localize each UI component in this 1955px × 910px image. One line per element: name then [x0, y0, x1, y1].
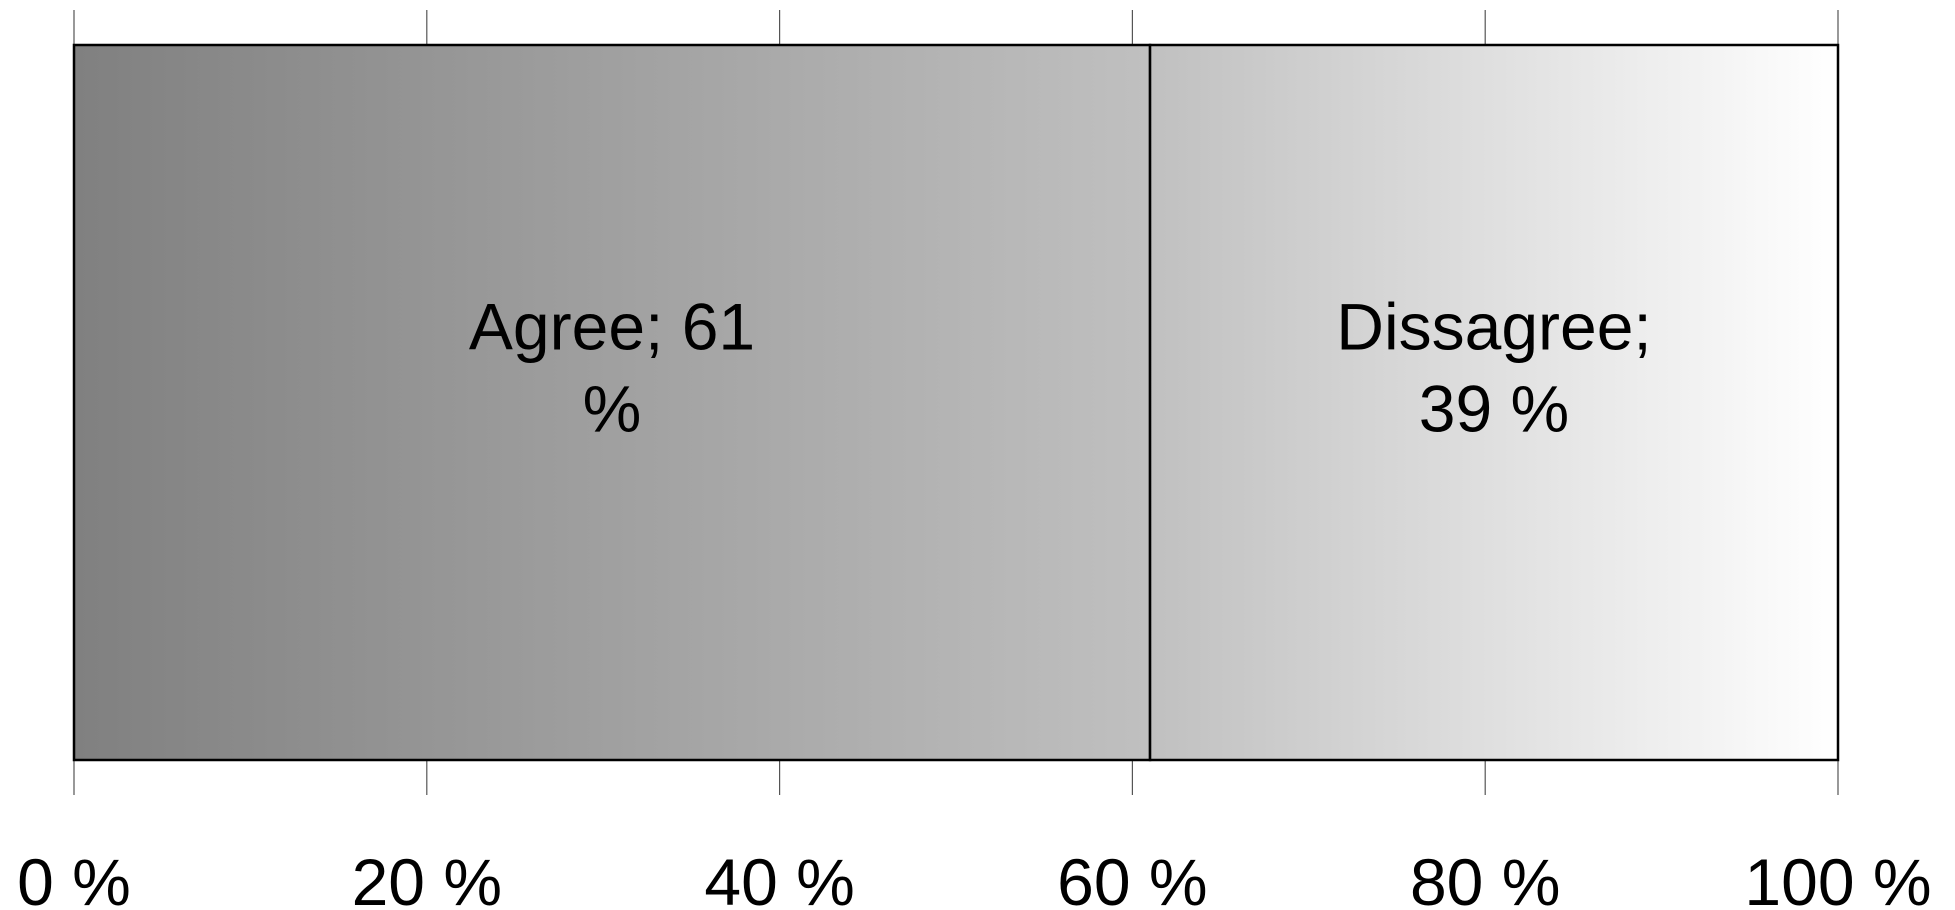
bar-segment-dissagree: [1148, 43, 1840, 762]
x-tick-label: 40 %: [704, 845, 854, 910]
x-tick-label: 0 %: [17, 845, 131, 910]
bar-segments: [72, 43, 1840, 762]
data-label-agree: Agree; 61%: [469, 290, 755, 446]
x-tick-label: 80 %: [1410, 845, 1560, 910]
x-tick-label: 20 %: [352, 845, 502, 910]
x-axis-ticks: 0 % 20 % 40 % 60 % 80 % 100 %: [17, 845, 1931, 910]
x-tick-label: 60 %: [1057, 845, 1207, 910]
bar-segment-agree: [72, 43, 1152, 762]
data-label-dissagree: Dissagree; 39 %: [1336, 290, 1651, 446]
segment-labels: Agree; 61 % Dissagree; 39 %: [469, 290, 1652, 446]
x-tick-label: 100 %: [1744, 845, 1931, 910]
